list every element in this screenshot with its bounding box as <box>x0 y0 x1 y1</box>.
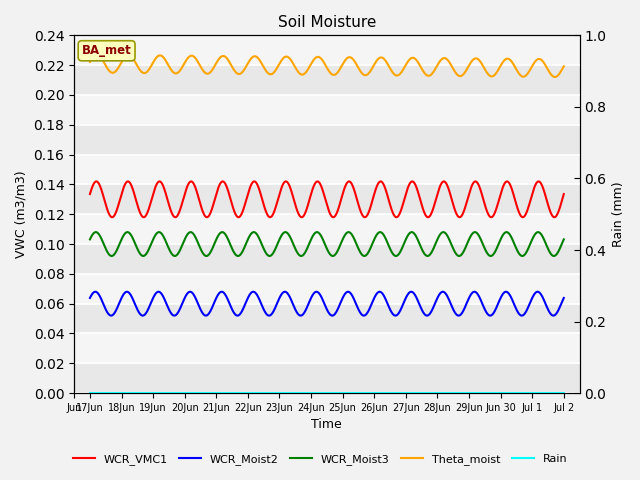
Theta_moist <box>551 74 559 80</box>
WCR_VMC1 <box>140 214 148 220</box>
WCR_Moist3 <box>168 252 176 257</box>
WCR_Moist3 <box>551 253 559 259</box>
Bar <box>74 36 580 65</box>
Theta_moist <box>560 63 568 69</box>
Rain <box>268 390 275 396</box>
Bar <box>74 244 580 274</box>
Theta_moist <box>500 58 508 64</box>
Bar <box>74 274 580 304</box>
Bar <box>74 125 580 155</box>
Y-axis label: Rain (mm): Rain (mm) <box>612 181 625 247</box>
WCR_VMC1 <box>168 211 176 216</box>
WCR_Moist2 <box>139 313 147 319</box>
WCR_Moist2 <box>289 300 296 306</box>
WCR_VMC1 <box>289 191 296 197</box>
WCR_Moist3 <box>560 237 568 242</box>
Bar <box>74 95 580 125</box>
WCR_VMC1 <box>500 182 508 188</box>
Y-axis label: VWC (m3/m3): VWC (m3/m3) <box>15 170 28 258</box>
Theta_moist <box>289 60 296 65</box>
WCR_Moist3 <box>86 237 94 242</box>
WCR_VMC1 <box>314 179 321 184</box>
WCR_Moist2 <box>560 295 568 301</box>
WCR_VMC1 <box>560 191 568 197</box>
WCR_Moist3 <box>500 231 508 237</box>
WCR_Moist2 <box>86 295 94 301</box>
Theta_moist <box>551 74 559 80</box>
Theta_moist <box>140 70 148 76</box>
Text: BA_met: BA_met <box>82 44 131 57</box>
WCR_Moist3 <box>289 240 296 245</box>
Bar <box>74 214 580 244</box>
WCR_Moist3 <box>202 253 210 259</box>
Rain <box>140 390 148 396</box>
Theta_moist <box>93 52 100 58</box>
Rain <box>86 390 94 396</box>
WCR_VMC1 <box>551 214 559 220</box>
Rain <box>168 390 176 396</box>
Rain <box>560 390 568 396</box>
WCR_VMC1 <box>86 191 94 197</box>
WCR_Moist2 <box>551 312 559 318</box>
Line: WCR_VMC1: WCR_VMC1 <box>90 181 564 217</box>
WCR_Moist2 <box>268 311 276 317</box>
Theta_moist <box>268 71 276 77</box>
Bar <box>74 363 580 393</box>
Rain <box>550 390 558 396</box>
WCR_VMC1 <box>268 214 275 219</box>
Bar <box>74 155 580 184</box>
WCR_Moist2 <box>168 312 176 318</box>
WCR_Moist2 <box>500 290 508 296</box>
Bar <box>74 184 580 214</box>
Legend: WCR_VMC1, WCR_Moist2, WCR_Moist3, Theta_moist, Rain: WCR_VMC1, WCR_Moist2, WCR_Moist3, Theta_… <box>68 450 572 469</box>
WCR_Moist3 <box>218 229 226 235</box>
WCR_Moist3 <box>268 252 276 258</box>
Rain <box>289 390 296 396</box>
WCR_VMC1 <box>298 215 305 220</box>
Bar <box>74 304 580 334</box>
Rain <box>500 390 508 396</box>
Line: WCR_Moist2: WCR_Moist2 <box>90 292 564 316</box>
Line: Theta_moist: Theta_moist <box>90 55 564 77</box>
Bar <box>74 65 580 95</box>
Title: Soil Moisture: Soil Moisture <box>278 15 376 30</box>
X-axis label: Time: Time <box>312 419 342 432</box>
Theta_moist <box>86 59 94 65</box>
WCR_Moist2 <box>140 312 148 318</box>
Bar <box>74 334 580 363</box>
Line: WCR_Moist3: WCR_Moist3 <box>90 232 564 256</box>
Theta_moist <box>168 68 176 74</box>
WCR_Moist2 <box>123 289 131 295</box>
WCR_Moist3 <box>140 253 148 259</box>
